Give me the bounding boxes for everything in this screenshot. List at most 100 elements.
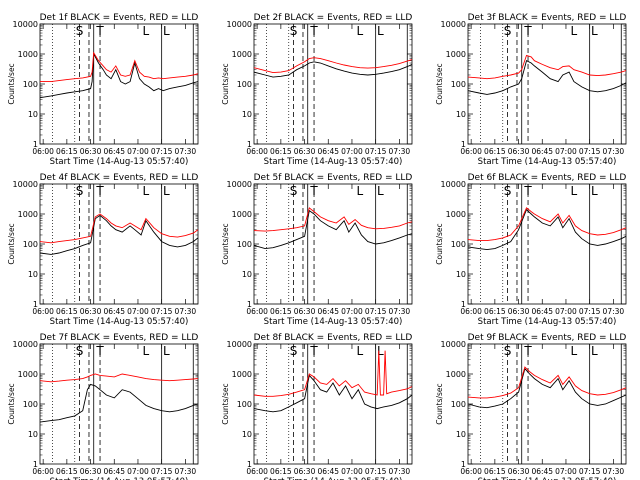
y-axis-label: Counts/sec — [7, 383, 16, 424]
y-tick-label: 10 — [28, 110, 38, 119]
x-tick-label: 06:00 — [460, 467, 482, 476]
y-tick-label: 1000 — [232, 370, 252, 379]
y-tick-label: 10 — [456, 430, 466, 439]
event-marker-label: L — [571, 24, 578, 38]
y-tick-label: 10 — [28, 430, 38, 439]
x-tick-label: 07:00 — [555, 307, 577, 316]
series-line-events — [467, 60, 627, 95]
x-tick-label: 07:30 — [175, 147, 197, 156]
x-tick-label: 06:00 — [246, 147, 268, 156]
detector-panel-5: Det 5f BLACK = Events, RED = LLD 1 10 100 10… — [221, 173, 412, 327]
y-tick-label: 1000 — [232, 50, 252, 59]
x-tick-label: 06:30 — [80, 467, 102, 476]
series-line-events — [39, 52, 199, 99]
x-tick-label: 07:15 — [579, 307, 601, 316]
series-line-events — [39, 383, 199, 423]
event-marker-label: L — [571, 344, 578, 358]
panel-title: Det 6f BLACK = Events, RED = LLD — [468, 173, 627, 183]
x-tick-label: 06:00 — [32, 307, 54, 316]
y-tick-label: 10000 — [13, 180, 38, 189]
y-tick-label: 10000 — [227, 180, 252, 189]
event-marker-label: T — [523, 344, 532, 358]
x-tick-label: 07:00 — [127, 467, 149, 476]
x-tick-label: 07:15 — [151, 467, 173, 476]
x-tick-label: 07:30 — [603, 467, 625, 476]
panel-title: Det 8f BLACK = Events, RED = LLD — [254, 333, 413, 343]
x-tick-label: 06:30 — [508, 307, 530, 316]
event-marker-label: L — [357, 24, 364, 38]
x-tick-label: 07:30 — [175, 467, 197, 476]
y-tick-label: 1 — [461, 460, 466, 469]
x-tick-label: 06:15 — [484, 307, 506, 316]
x-tick-label: 06:00 — [246, 467, 268, 476]
x-tick-label: 07:30 — [603, 147, 625, 156]
event-marker-label: L — [377, 24, 384, 38]
series-line-lld — [467, 366, 627, 399]
panel-title: Det 9f BLACK = Events, RED = LLD — [468, 333, 627, 343]
y-tick-label: 100 — [237, 80, 252, 89]
y-axis-label: Counts/sec — [221, 63, 230, 104]
plot-frame — [467, 23, 627, 145]
x-tick-label: 07:00 — [341, 467, 363, 476]
event-marker-label: S — [290, 344, 298, 358]
event-marker-label: S — [76, 24, 84, 38]
panel-title: Det 3f BLACK = Events, RED = LLD — [468, 13, 627, 23]
series-line-events — [39, 214, 199, 255]
x-tick-label: 07:00 — [127, 147, 149, 156]
detector-panel-9: Det 9f BLACK = Events, RED = LLD 1 10 100 10… — [435, 333, 626, 480]
x-tick-label: 06:15 — [484, 467, 506, 476]
y-axis-label: Counts/sec — [7, 63, 16, 104]
y-tick-label: 100 — [23, 400, 38, 409]
y-tick-label: 10 — [242, 110, 252, 119]
x-tick-label: 06:30 — [508, 467, 530, 476]
event-marker-label: S — [290, 184, 298, 198]
plot-frame — [253, 183, 413, 305]
x-tick-label: 06:45 — [531, 147, 553, 156]
x-tick-label: 06:45 — [103, 307, 125, 316]
event-marker-label: S — [76, 344, 84, 358]
x-tick-label: 07:30 — [389, 307, 411, 316]
y-tick-label: 10 — [456, 110, 466, 119]
x-tick-label: 06:30 — [294, 307, 316, 316]
series-line-lld — [39, 373, 199, 383]
y-tick-label: 1 — [461, 140, 466, 149]
event-marker-label: L — [357, 344, 364, 358]
event-marker-label: L — [163, 344, 170, 358]
y-axis-label: Counts/sec — [435, 223, 444, 264]
x-axis-label: Start Time (14-Aug-13 05:57:40) — [264, 317, 403, 327]
series-line-events — [467, 208, 627, 251]
y-tick-label: 10 — [28, 270, 38, 279]
y-tick-label: 1000 — [446, 210, 466, 219]
x-tick-label: 07:15 — [365, 307, 387, 316]
event-marker-label: L — [163, 184, 170, 198]
plot-frame — [467, 343, 627, 465]
x-tick-label: 06:15 — [270, 147, 292, 156]
y-tick-label: 100 — [237, 400, 252, 409]
series-line-events — [467, 367, 627, 409]
x-tick-label: 07:15 — [151, 307, 173, 316]
y-axis-label: Counts/sec — [435, 63, 444, 104]
y-tick-label: 1 — [33, 300, 38, 309]
y-tick-label: 10 — [456, 270, 466, 279]
event-marker-label: S — [76, 184, 84, 198]
event-marker-label: L — [143, 184, 150, 198]
event-marker-label: T — [95, 24, 104, 38]
plot-frame — [253, 343, 413, 465]
y-tick-label: 1 — [247, 460, 252, 469]
x-axis-label: Start Time (14-Aug-13 05:57:40) — [50, 157, 189, 167]
y-axis-label: Counts/sec — [7, 223, 16, 264]
x-axis-label: Start Time (14-Aug-13 05:57:40) — [264, 157, 403, 167]
x-tick-label: 06:15 — [56, 467, 78, 476]
y-tick-label: 10000 — [441, 180, 466, 189]
plot-frame — [39, 23, 199, 145]
x-tick-label: 06:45 — [317, 307, 339, 316]
x-tick-label: 06:30 — [80, 307, 102, 316]
x-tick-label: 06:00 — [460, 307, 482, 316]
plot-frame — [467, 183, 627, 305]
panel-title: Det 5f BLACK = Events, RED = LLD — [254, 173, 413, 183]
y-tick-label: 1000 — [446, 50, 466, 59]
y-tick-label: 100 — [451, 80, 466, 89]
panel-title: Det 1f BLACK = Events, RED = LLD — [40, 13, 199, 23]
series-line-lld — [253, 350, 413, 397]
event-marker-label: L — [591, 24, 598, 38]
